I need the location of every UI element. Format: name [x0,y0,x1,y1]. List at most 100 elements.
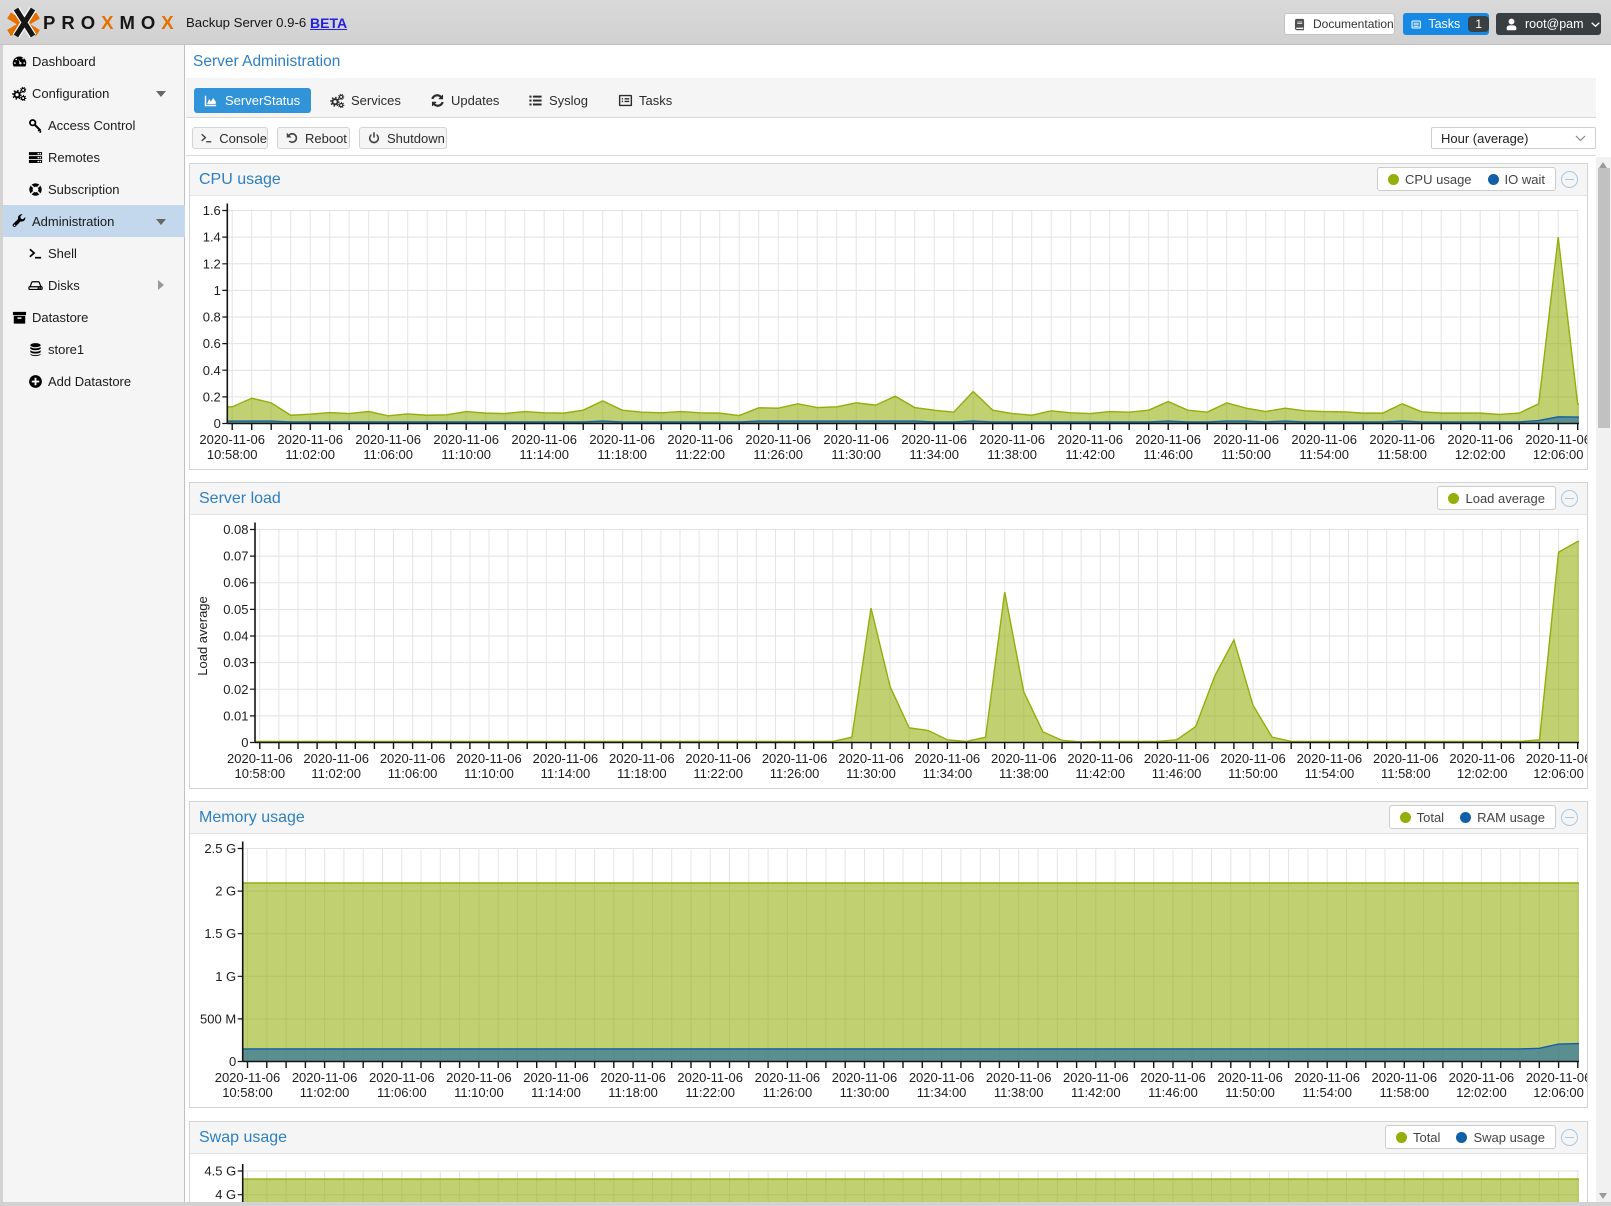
svg-text:1.4: 1.4 [203,230,221,245]
svg-text:2020-11-06: 2020-11-06 [1449,1070,1515,1085]
svg-text:1.2: 1.2 [203,256,221,271]
svg-text:2020-11-06: 2020-11-06 [215,1070,281,1085]
svg-text:2020-11-06: 2020-11-06 [901,432,967,447]
svg-text:11:34:00: 11:34:00 [917,1085,967,1100]
svg-text:11:06:00: 11:06:00 [363,447,413,462]
svg-text:1.5 G: 1.5 G [204,926,236,941]
svg-text:11:58:00: 11:58:00 [1379,1085,1429,1100]
svg-text:11:22:00: 11:22:00 [693,766,743,781]
svg-text:0.4: 0.4 [203,363,221,378]
svg-text:11:50:00: 11:50:00 [1225,1085,1275,1100]
svg-text:0.02: 0.02 [223,682,248,697]
svg-text:11:02:00: 11:02:00 [285,447,335,462]
svg-text:2020-11-06: 2020-11-06 [677,1070,743,1085]
svg-text:2020-11-06: 2020-11-06 [1372,1070,1438,1085]
svg-text:11:14:00: 11:14:00 [541,766,591,781]
svg-text:2020-11-06: 2020-11-06 [838,751,904,766]
svg-text:0.2: 0.2 [203,389,221,404]
svg-text:2020-11-06: 2020-11-06 [369,1070,435,1085]
svg-text:11:46:00: 11:46:00 [1143,447,1193,462]
svg-text:0.04: 0.04 [223,629,248,644]
svg-text:12:02:00: 12:02:00 [1456,1085,1507,1100]
svg-text:0.08: 0.08 [223,522,248,537]
svg-text:11:22:00: 11:22:00 [685,1085,735,1100]
svg-text:2020-11-06: 2020-11-06 [823,432,889,447]
svg-text:11:26:00: 11:26:00 [763,1085,813,1100]
svg-text:0.01: 0.01 [223,708,248,723]
svg-text:12:06:00: 12:06:00 [1533,766,1584,781]
svg-text:0.03: 0.03 [223,655,248,670]
svg-text:10:58:00: 10:58:00 [207,447,258,462]
svg-text:11:54:00: 11:54:00 [1305,766,1355,781]
svg-text:2020-11-06: 2020-11-06 [1294,1070,1360,1085]
svg-text:2020-11-06: 2020-11-06 [1525,432,1587,447]
svg-text:2 G: 2 G [215,884,236,899]
svg-text:2020-11-06: 2020-11-06 [533,751,599,766]
svg-text:2020-11-06: 2020-11-06 [762,751,828,766]
svg-text:Load average: Load average [195,596,210,676]
svg-text:11:18:00: 11:18:00 [608,1085,658,1100]
svg-text:11:14:00: 11:14:00 [519,447,569,462]
svg-text:2020-11-06: 2020-11-06 [1297,751,1363,766]
svg-text:2020-11-06: 2020-11-06 [1213,432,1279,447]
svg-text:11:42:00: 11:42:00 [1075,766,1125,781]
svg-text:2020-11-06: 2020-11-06 [433,432,499,447]
svg-text:11:06:00: 11:06:00 [388,766,438,781]
svg-text:2020-11-06: 2020-11-06 [1135,432,1201,447]
svg-text:11:30:00: 11:30:00 [840,1085,890,1100]
svg-text:11:58:00: 11:58:00 [1381,766,1431,781]
svg-text:0: 0 [241,735,248,750]
svg-text:11:42:00: 11:42:00 [1065,447,1115,462]
svg-text:11:22:00: 11:22:00 [675,447,725,462]
svg-text:2020-11-06: 2020-11-06 [832,1070,898,1085]
svg-text:11:18:00: 11:18:00 [617,766,667,781]
svg-text:2020-11-06: 2020-11-06 [685,751,751,766]
svg-text:2020-11-06: 2020-11-06 [303,751,369,766]
svg-text:2020-11-06: 2020-11-06 [1369,432,1435,447]
svg-text:2020-11-06: 2020-11-06 [277,432,343,447]
svg-text:2020-11-06: 2020-11-06 [1144,751,1210,766]
svg-text:12:02:00: 12:02:00 [1457,766,1508,781]
svg-text:11:18:00: 11:18:00 [597,447,647,462]
svg-text:11:26:00: 11:26:00 [770,766,820,781]
svg-text:500 M: 500 M [200,1011,236,1026]
svg-text:11:26:00: 11:26:00 [753,447,803,462]
svg-text:11:14:00: 11:14:00 [531,1085,581,1100]
svg-text:11:58:00: 11:58:00 [1377,447,1427,462]
svg-text:10:58:00: 10:58:00 [234,766,285,781]
svg-text:2020-11-06: 2020-11-06 [667,432,733,447]
svg-text:11:54:00: 11:54:00 [1302,1085,1352,1100]
svg-text:1.6: 1.6 [203,203,221,218]
svg-text:2020-11-06: 2020-11-06 [1373,751,1439,766]
svg-text:2020-11-06: 2020-11-06 [609,751,675,766]
svg-text:10:58:00: 10:58:00 [222,1085,273,1100]
svg-text:2020-11-06: 2020-11-06 [915,751,981,766]
svg-text:11:06:00: 11:06:00 [377,1085,427,1100]
svg-text:11:38:00: 11:38:00 [999,766,1049,781]
svg-text:2020-11-06: 2020-11-06 [1526,1070,1587,1085]
svg-text:11:46:00: 11:46:00 [1148,1085,1198,1100]
svg-text:2020-11-06: 2020-11-06 [446,1070,512,1085]
svg-text:1: 1 [214,283,221,298]
svg-text:11:50:00: 11:50:00 [1228,766,1278,781]
svg-text:2020-11-06: 2020-11-06 [199,432,265,447]
svg-text:11:50:00: 11:50:00 [1221,447,1271,462]
svg-text:0.6: 0.6 [203,336,221,351]
svg-text:2020-11-06: 2020-11-06 [355,432,421,447]
svg-text:2020-11-06: 2020-11-06 [755,1070,821,1085]
svg-text:2020-11-06: 2020-11-06 [745,432,811,447]
svg-text:2020-11-06: 2020-11-06 [1063,1070,1129,1085]
svg-text:2020-11-06: 2020-11-06 [1140,1070,1206,1085]
svg-text:11:38:00: 11:38:00 [994,1085,1044,1100]
svg-text:2020-11-06: 2020-11-06 [1449,751,1515,766]
svg-text:0: 0 [214,416,221,431]
svg-text:11:34:00: 11:34:00 [909,447,959,462]
svg-text:11:30:00: 11:30:00 [846,766,896,781]
svg-text:12:06:00: 12:06:00 [1533,447,1584,462]
svg-text:2020-11-06: 2020-11-06 [600,1070,666,1085]
svg-text:11:10:00: 11:10:00 [454,1085,504,1100]
svg-text:2020-11-06: 2020-11-06 [979,432,1045,447]
svg-text:0.8: 0.8 [203,310,221,325]
svg-text:11:02:00: 11:02:00 [300,1085,350,1100]
svg-text:4.5 G: 4.5 G [204,1164,236,1179]
